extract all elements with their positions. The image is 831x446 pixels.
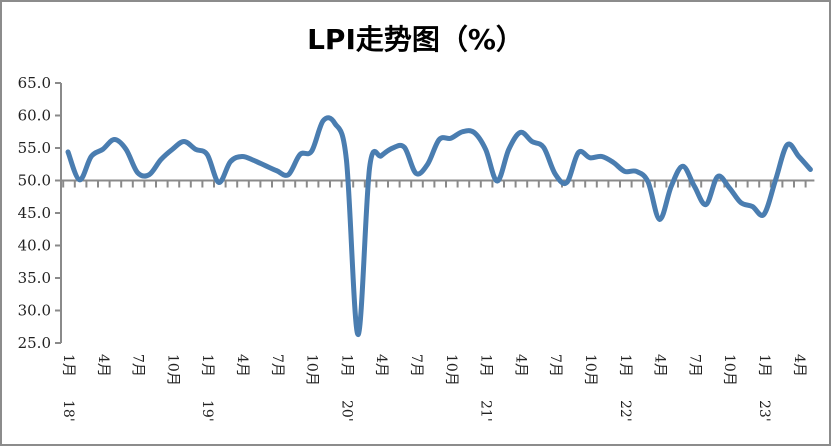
x-tick-label-month: 7月 [130, 354, 146, 377]
lpi-series-line [65, 115, 813, 338]
x-tick-label-month: 4月 [234, 354, 250, 377]
x-tick-label-month: 10月 [721, 354, 737, 386]
x-tick-label-month: 10月 [582, 354, 598, 386]
x-tick-label-month: 1月 [199, 354, 215, 377]
x-tick-label-year: 18' [60, 400, 76, 422]
y-tick-label: 25.0 [18, 334, 51, 352]
y-tick-label: 55.0 [18, 139, 51, 157]
x-tick-label-year: 23' [756, 400, 772, 422]
y-tick-label: 65.0 [18, 74, 51, 92]
x-tick-label-month: 4月 [652, 354, 668, 377]
x-tick-label-month: 4月 [373, 354, 389, 377]
x-tick-label-month: 1月 [756, 354, 772, 377]
x-tick-label-month: 10月 [164, 354, 180, 386]
x-tick-label-year: 21' [478, 400, 494, 422]
x-tick-label-month: 10月 [443, 354, 459, 386]
x-tick-label-month: 10月 [304, 354, 320, 386]
y-tick-label: 35.0 [18, 269, 51, 287]
x-tick-label-month: 1月 [60, 354, 76, 377]
x-tick-label-month: 4月 [512, 354, 528, 377]
x-tick-label-month: 4月 [95, 354, 111, 377]
x-tick-label-year: 19' [199, 400, 215, 422]
y-tick-label: 50.0 [18, 172, 51, 190]
x-tick-label-month: 7月 [408, 354, 424, 377]
x-tick-label-month: 4月 [791, 354, 807, 377]
x-tick-label-month: 1月 [338, 354, 354, 377]
x-tick-label-month: 1月 [617, 354, 633, 377]
x-tick-label-year: 22' [617, 400, 633, 422]
x-tick-label-month: 1月 [478, 354, 494, 377]
x-tick-label-month: 7月 [547, 354, 563, 377]
x-tick-label-month: 7月 [269, 354, 285, 377]
y-tick-label: 40.0 [18, 237, 51, 255]
y-tick-label: 45.0 [18, 204, 51, 222]
y-tick-label: 60.0 [18, 107, 51, 125]
x-tick-label-year: 20' [338, 400, 354, 422]
y-tick-label: 30.0 [18, 302, 51, 320]
x-tick-label-month: 7月 [686, 354, 702, 377]
chart-title: LPI走势图（%） [307, 23, 524, 56]
